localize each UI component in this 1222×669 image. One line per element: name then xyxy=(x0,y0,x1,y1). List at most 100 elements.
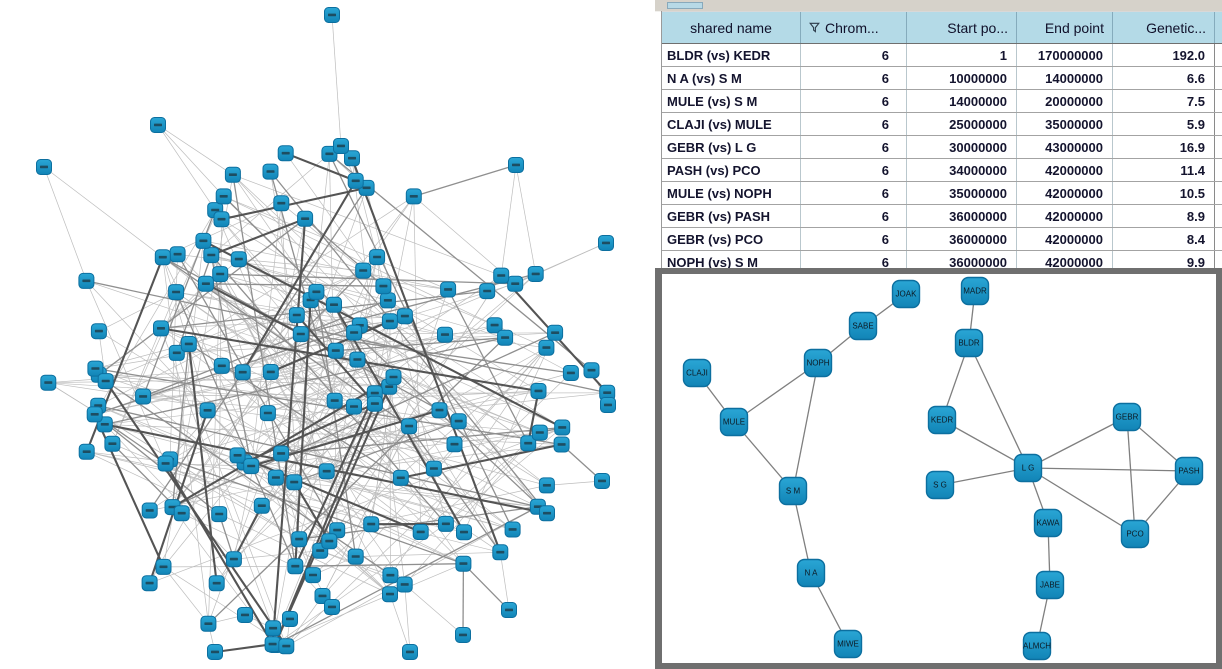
column-header-shared-name[interactable]: shared name xyxy=(662,12,801,43)
network-node[interactable] xyxy=(363,516,380,533)
network-node[interactable] xyxy=(527,266,544,282)
table-row[interactable]: PASH (vs) PCO 6 34000000 42000000 11.4 xyxy=(662,159,1222,182)
network-node[interactable] xyxy=(168,344,185,361)
network-node[interactable] xyxy=(396,576,413,593)
network-node[interactable] xyxy=(208,575,225,592)
network-node[interactable] xyxy=(264,636,281,653)
network-edge[interactable] xyxy=(792,362,819,492)
network-edge[interactable] xyxy=(1027,467,1190,472)
network-node[interactable] xyxy=(203,247,220,264)
network-node-s-g[interactable]: S G xyxy=(925,470,955,500)
network-node[interactable] xyxy=(508,157,524,173)
network-node[interactable] xyxy=(324,7,340,23)
network-node[interactable] xyxy=(382,567,399,584)
network-node[interactable] xyxy=(531,424,548,441)
network-node[interactable] xyxy=(392,469,409,486)
network-node[interactable] xyxy=(154,249,171,266)
network-node[interactable] xyxy=(479,283,496,300)
network-node[interactable] xyxy=(104,435,121,452)
network-node[interactable] xyxy=(562,365,579,381)
network-node[interactable] xyxy=(197,275,214,292)
network-node[interactable] xyxy=(286,474,303,491)
network-node[interactable] xyxy=(157,455,174,472)
network-node[interactable] xyxy=(437,515,454,532)
network-node[interactable] xyxy=(412,524,429,540)
network-node-gebr[interactable]: GEBR xyxy=(1112,402,1142,432)
network-node[interactable] xyxy=(347,172,364,189)
network-node[interactable] xyxy=(355,262,372,279)
column-header-chrom-[interactable]: Chrom... xyxy=(801,12,907,43)
network-node[interactable] xyxy=(493,267,510,284)
network-node[interactable] xyxy=(78,272,95,289)
network-node[interactable] xyxy=(375,278,392,295)
network-node[interactable] xyxy=(225,551,242,568)
network-edge[interactable] xyxy=(1126,416,1136,535)
network-node[interactable] xyxy=(520,435,537,452)
network-node[interactable] xyxy=(425,460,442,477)
network-node[interactable] xyxy=(135,388,152,405)
network-node[interactable] xyxy=(583,362,600,379)
network-node[interactable] xyxy=(333,138,349,154)
network-node-almch[interactable]: ALMCH xyxy=(1022,631,1051,661)
table-row[interactable]: MULE (vs) NOPH 6 35000000 42000000 10.5 xyxy=(662,182,1222,205)
network-node[interactable] xyxy=(553,436,570,453)
network-node[interactable] xyxy=(288,307,305,324)
network-node[interactable] xyxy=(180,336,197,352)
network-node[interactable] xyxy=(168,284,185,301)
network-node[interactable] xyxy=(401,418,418,435)
network-edge[interactable] xyxy=(1027,467,1136,535)
network-node[interactable] xyxy=(396,308,413,325)
network-node[interactable] xyxy=(155,558,172,575)
network-node[interactable] xyxy=(207,644,223,660)
network-node[interactable] xyxy=(292,326,309,343)
network-node[interactable] xyxy=(346,398,362,415)
column-header-end-point[interactable]: End point xyxy=(1017,12,1113,43)
table-row[interactable]: CLAJI (vs) MULE 6 25000000 35000000 5.9 xyxy=(662,113,1222,136)
network-edge[interactable] xyxy=(941,419,1029,469)
network-node[interactable] xyxy=(278,638,295,655)
network-node[interactable] xyxy=(262,364,279,380)
network-node[interactable] xyxy=(253,497,270,514)
network-node[interactable] xyxy=(229,447,246,464)
network-node-kawa[interactable]: KAWA xyxy=(1033,508,1063,538)
network-node[interactable] xyxy=(97,373,114,390)
network-node[interactable] xyxy=(349,351,366,368)
network-edge[interactable] xyxy=(968,342,1029,469)
network-node[interactable] xyxy=(507,275,524,292)
network-node[interactable] xyxy=(344,150,360,167)
network-node[interactable] xyxy=(169,246,186,263)
network-node[interactable] xyxy=(224,166,241,183)
network-node[interactable] xyxy=(600,397,616,413)
network-node[interactable] xyxy=(369,249,386,266)
network-node[interactable] xyxy=(530,383,547,399)
network-node[interactable] xyxy=(277,145,294,162)
table-grip-tab[interactable] xyxy=(667,2,703,9)
network-node[interactable] xyxy=(287,558,304,575)
network-node[interactable] xyxy=(402,644,418,660)
network-node[interactable] xyxy=(497,329,514,346)
network-node[interactable] xyxy=(308,283,325,300)
network-node[interactable] xyxy=(382,586,398,603)
network-node[interactable] xyxy=(455,627,471,643)
network-node[interactable] xyxy=(297,210,314,227)
network-node[interactable] xyxy=(501,602,517,618)
network-node[interactable] xyxy=(211,506,228,523)
network-node[interactable] xyxy=(90,323,107,340)
table-row[interactable]: GEBR (vs) PCO 6 36000000 42000000 8.4 xyxy=(662,228,1222,251)
network-node[interactable] xyxy=(321,533,338,550)
network-node[interactable] xyxy=(326,296,342,313)
network-node-joak[interactable]: JOAK xyxy=(891,279,921,309)
network-node[interactable] xyxy=(379,292,396,309)
network-node[interactable] xyxy=(594,473,610,489)
table-row[interactable]: GEBR (vs) L G 6 30000000 43000000 16.9 xyxy=(662,136,1222,159)
network-node[interactable] xyxy=(87,360,104,377)
network-node[interactable] xyxy=(405,188,422,205)
network-node[interactable] xyxy=(259,405,276,422)
network-node[interactable] xyxy=(230,251,247,268)
network-node[interactable] xyxy=(431,402,448,419)
network-node-sabe[interactable]: SABE xyxy=(848,311,878,341)
network-node[interactable] xyxy=(40,374,57,391)
network-node[interactable] xyxy=(273,195,290,212)
network-node-bldr[interactable]: BLDR xyxy=(954,328,984,358)
network-node[interactable] xyxy=(539,505,555,522)
